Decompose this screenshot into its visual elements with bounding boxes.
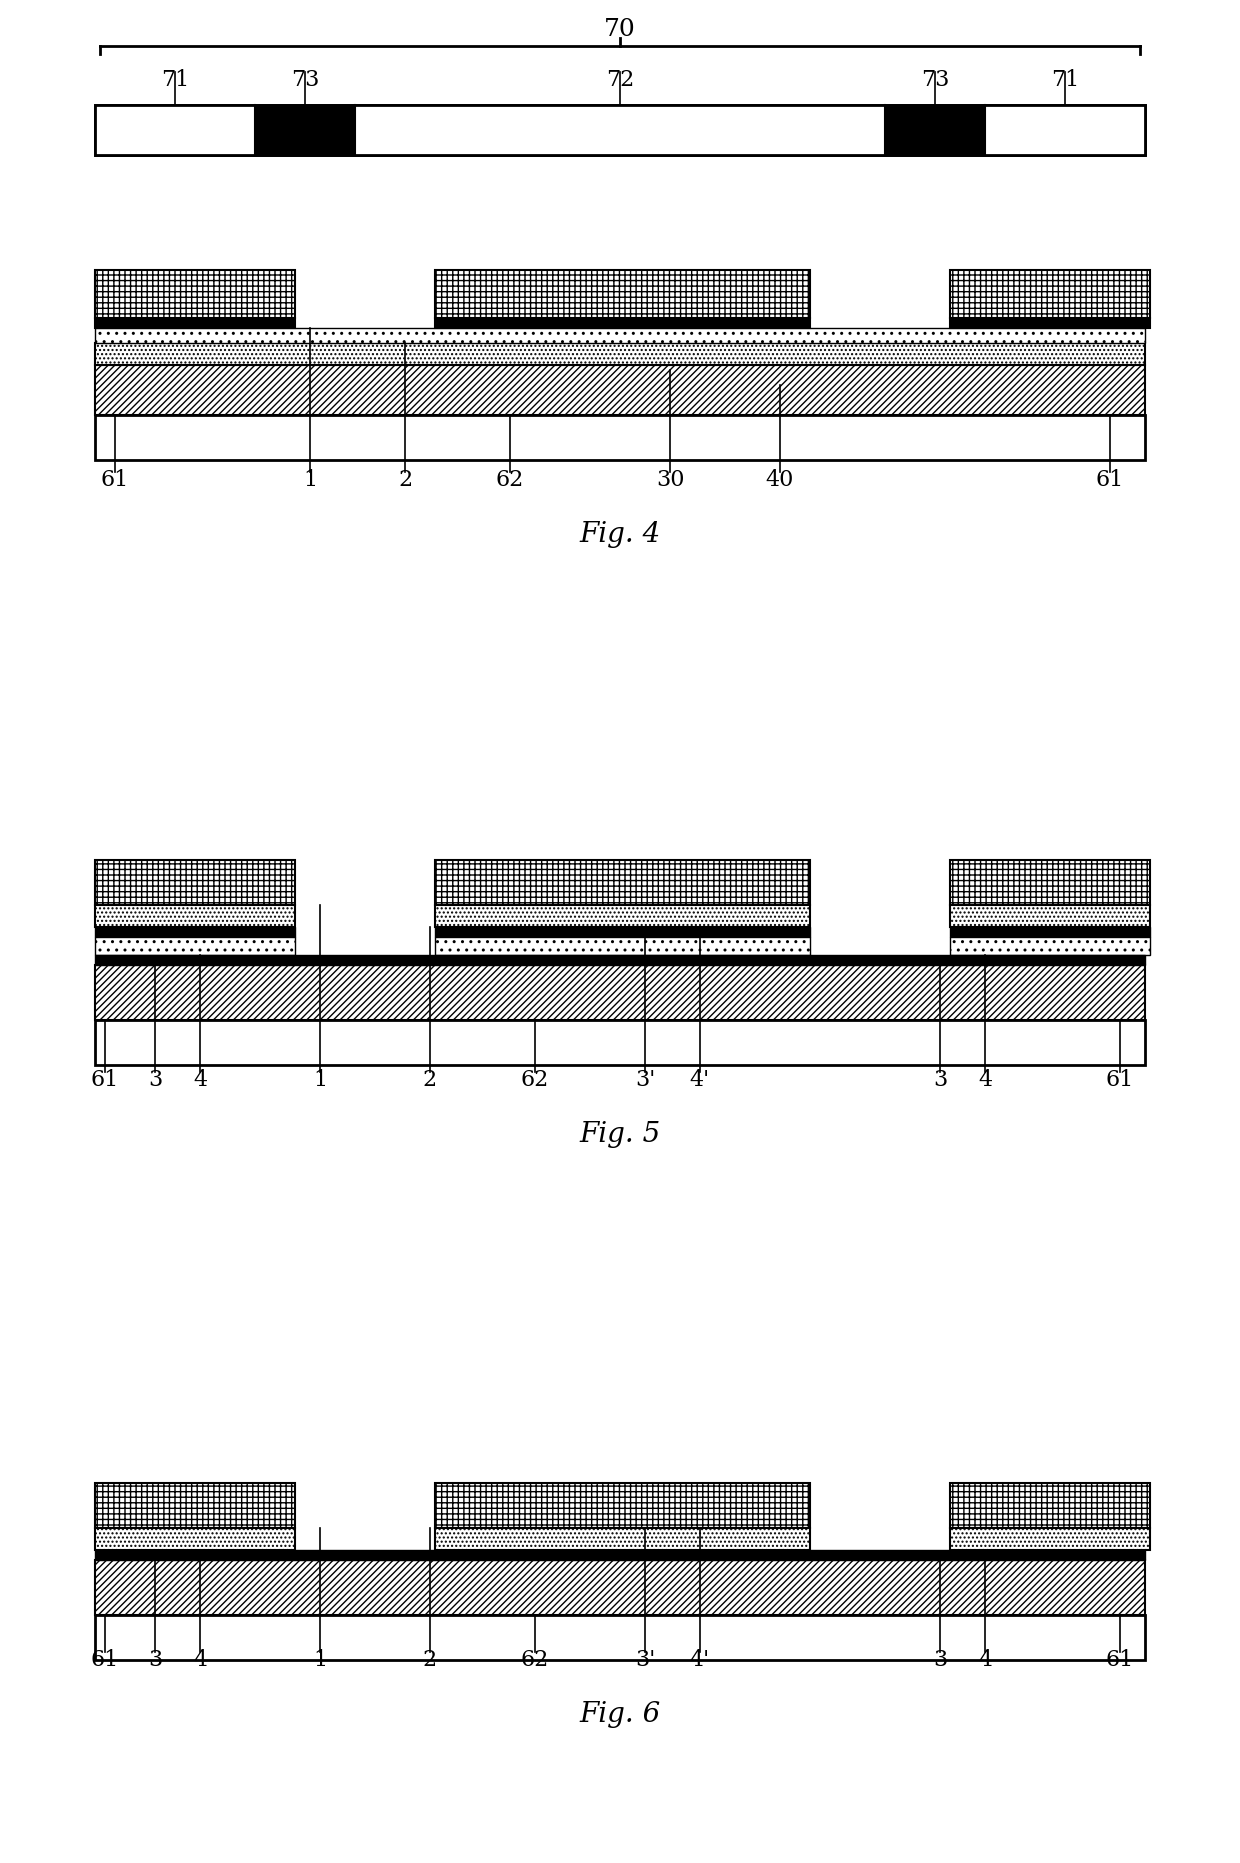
Bar (435, 1528, 810, 1550)
Bar (435, 1483, 810, 1528)
Text: 61: 61 (1096, 469, 1125, 492)
Text: 1: 1 (312, 1649, 327, 1671)
Text: 61: 61 (100, 469, 129, 492)
Text: 4: 4 (978, 1649, 992, 1671)
Text: 2: 2 (423, 1649, 436, 1671)
Bar (95, 1550, 1145, 1559)
Bar (95, 1559, 1145, 1615)
Text: 73: 73 (921, 69, 949, 91)
Text: 3: 3 (148, 1069, 162, 1092)
Text: 61: 61 (1106, 1069, 1135, 1092)
Text: 3: 3 (148, 1649, 162, 1671)
Bar (950, 270, 1149, 319)
Bar (95, 270, 295, 319)
Text: 73: 73 (291, 69, 319, 91)
Bar (95, 861, 295, 905)
Bar (95, 937, 295, 956)
Text: 30: 30 (656, 469, 684, 492)
Text: 4: 4 (193, 1069, 207, 1092)
Bar (950, 319, 1149, 328)
Bar (95, 104, 1145, 155)
Bar (95, 104, 255, 155)
Bar (950, 861, 1149, 905)
Bar (435, 270, 810, 319)
Bar (95, 319, 295, 328)
Bar (435, 319, 810, 328)
Bar (950, 1528, 1149, 1550)
Bar (95, 956, 1145, 965)
Text: 3: 3 (932, 1649, 947, 1671)
Text: 71: 71 (1050, 69, 1079, 91)
Text: 4': 4' (689, 1649, 711, 1671)
Bar (95, 928, 295, 937)
Bar (95, 1483, 295, 1528)
Text: Fig. 6: Fig. 6 (579, 1701, 661, 1729)
Bar (435, 905, 810, 928)
Bar (435, 928, 810, 937)
Text: 4: 4 (978, 1069, 992, 1092)
Text: 3: 3 (932, 1069, 947, 1092)
Text: 40: 40 (766, 469, 794, 492)
Text: 1: 1 (303, 469, 317, 492)
Text: 61: 61 (1106, 1649, 1135, 1671)
Text: Fig. 5: Fig. 5 (579, 1122, 661, 1148)
Bar (95, 104, 1145, 155)
Text: 3': 3' (635, 1649, 655, 1671)
Text: 2: 2 (398, 469, 412, 492)
Bar (435, 861, 810, 905)
Bar (950, 905, 1149, 928)
Bar (95, 415, 1145, 460)
Text: Fig. 4: Fig. 4 (579, 522, 661, 548)
Bar (950, 1483, 1149, 1528)
Text: 3': 3' (635, 1069, 655, 1092)
Bar (95, 365, 1145, 415)
Text: 2: 2 (423, 1069, 436, 1092)
Bar (95, 905, 295, 928)
Bar (95, 1528, 295, 1550)
Bar (355, 104, 885, 155)
Text: 4: 4 (193, 1649, 207, 1671)
Text: 72: 72 (606, 69, 634, 91)
Text: 61: 61 (91, 1649, 119, 1671)
Text: 61: 61 (91, 1069, 119, 1092)
Bar (95, 965, 1145, 1021)
Bar (95, 343, 1145, 365)
Bar (95, 328, 1145, 343)
Bar (95, 1615, 1145, 1660)
Text: 62: 62 (521, 1069, 549, 1092)
Bar (985, 104, 1145, 155)
Text: 1: 1 (312, 1069, 327, 1092)
Text: 71: 71 (161, 69, 190, 91)
Bar (95, 1021, 1145, 1066)
Text: 62: 62 (521, 1649, 549, 1671)
Text: 70: 70 (604, 19, 636, 41)
Text: 4': 4' (689, 1069, 711, 1092)
Text: 62: 62 (496, 469, 525, 492)
Bar (435, 937, 810, 956)
Bar (950, 928, 1149, 937)
Bar (950, 937, 1149, 956)
